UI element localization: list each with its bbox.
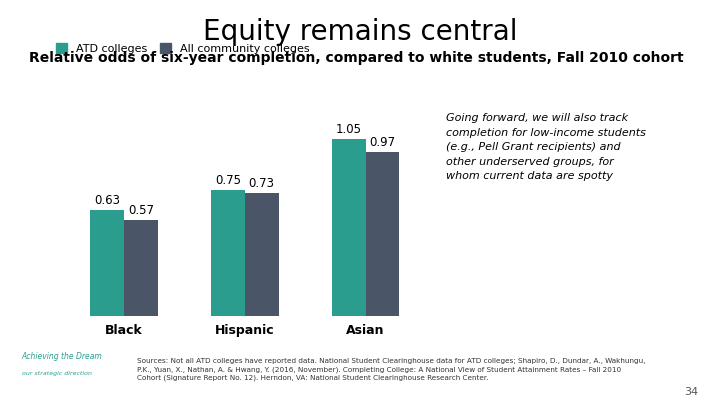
Text: 0.63: 0.63 xyxy=(94,194,120,207)
Legend: ATD colleges, All community colleges: ATD colleges, All community colleges xyxy=(55,43,310,54)
Text: 0.75: 0.75 xyxy=(215,173,241,187)
Text: our strategic direction: our strategic direction xyxy=(22,371,91,375)
Text: Equity remains central: Equity remains central xyxy=(203,18,517,46)
Bar xyxy=(124,220,158,316)
Text: 34: 34 xyxy=(684,387,698,397)
Bar xyxy=(245,193,279,316)
Text: Sources: Not all ATD colleges have reported data. National Student Clearinghouse: Sources: Not all ATD colleges have repor… xyxy=(137,358,645,382)
Text: Achieving the Dream: Achieving the Dream xyxy=(22,352,102,361)
Bar xyxy=(90,210,124,316)
Text: Going forward, we will also track
completion for low-income students
(e.g., Pell: Going forward, we will also track comple… xyxy=(446,113,647,181)
Text: 1.05: 1.05 xyxy=(336,123,361,136)
Text: 0.73: 0.73 xyxy=(248,177,275,190)
Bar xyxy=(366,152,400,316)
Text: Relative odds of six-year completion, compared to white students, Fall 2010 coho: Relative odds of six-year completion, co… xyxy=(29,51,683,65)
Bar xyxy=(332,139,366,316)
Text: 0.57: 0.57 xyxy=(128,204,154,217)
Bar xyxy=(211,190,245,316)
Text: 0.97: 0.97 xyxy=(369,136,395,149)
